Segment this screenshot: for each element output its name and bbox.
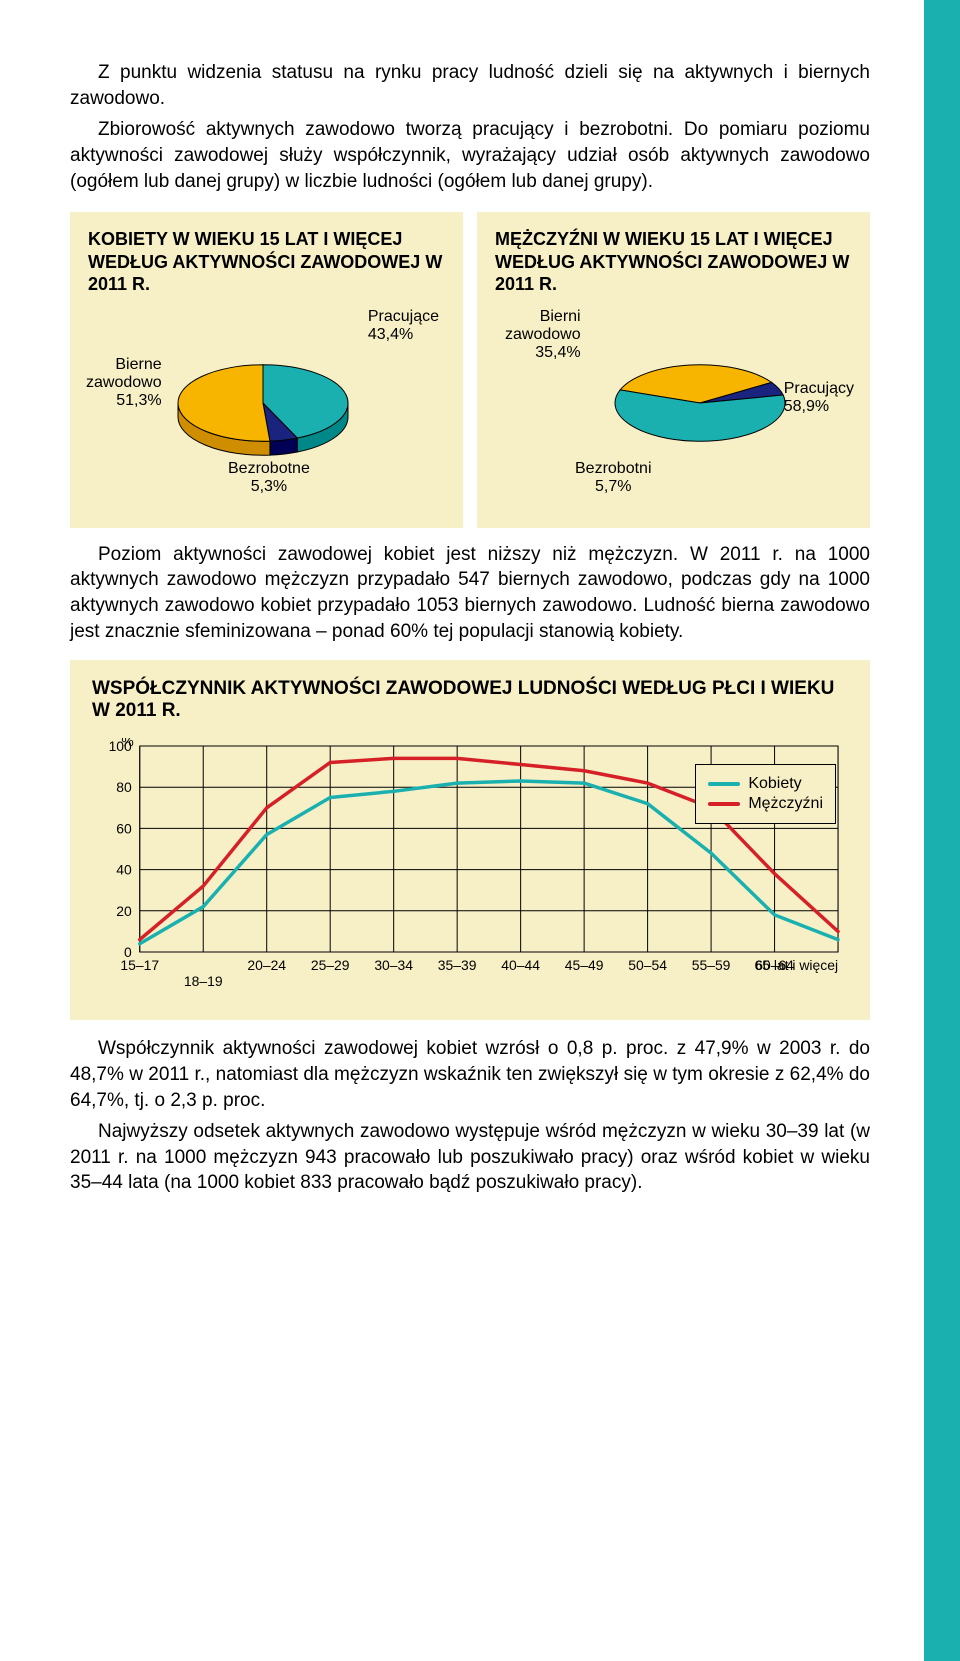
legend-swatch-kobiety xyxy=(708,782,740,786)
pie-slice-label: Pracujące43,4% xyxy=(368,308,439,345)
pie-slice-label: Biernizawodowo35,4% xyxy=(505,308,581,363)
svg-text:65 lat i więcej: 65 lat i więcej xyxy=(755,957,839,973)
svg-text:15–17: 15–17 xyxy=(120,957,159,973)
legend-swatch-mezczyzni xyxy=(708,802,740,806)
line-chart-title: WSPÓŁCZYNNIK AKTYWNOŚCI ZAWODOWEJ LUDNOŚ… xyxy=(92,678,848,722)
legend-row-kobiety: Kobiety xyxy=(708,775,823,793)
legend-label-kobiety: Kobiety xyxy=(748,775,801,793)
pie-women-chart: Pracujące43,4% Bezrobotne5,3% Biernezawodo… xyxy=(88,308,449,508)
svg-text:40: 40 xyxy=(116,862,132,878)
pie-men-title: MĘŻCZYŹNI W WIEKU 15 LAT I WIĘCEJ WEDŁUG… xyxy=(495,228,856,296)
pie-panel-women: KOBIETY W WIEKU 15 LAT I WIĘCEJ WEDŁUG A… xyxy=(70,212,463,528)
svg-text:45–49: 45–49 xyxy=(565,957,604,973)
svg-text:35–39: 35–39 xyxy=(438,957,477,973)
side-accent-bar xyxy=(924,0,960,1661)
svg-text:60: 60 xyxy=(116,821,132,837)
pie-slice-label: Bezrobotni5,7% xyxy=(575,460,652,497)
paragraph-4: Współczynnik aktywności zawodowej kobiet… xyxy=(70,1036,870,1113)
pie-slice-label: Pracujący58,9% xyxy=(784,380,854,417)
svg-text:55–59: 55–59 xyxy=(692,957,731,973)
pie-slice-label: Biernezawodowo51,3% xyxy=(86,356,162,411)
svg-text:80: 80 xyxy=(116,779,132,795)
svg-text:20–24: 20–24 xyxy=(247,957,286,973)
paragraph-1: Z punktu widzenia statusu na rynku pracy… xyxy=(70,60,870,111)
line-chart-panel: WSPÓŁCZYNNIK AKTYWNOŚCI ZAWODOWEJ LUDNOŚ… xyxy=(70,660,870,1020)
paragraph-2: Zbiorowość aktywnych zawodowo tworzą pra… xyxy=(70,117,870,194)
line-chart: 020406080100%15–1718–1920–2425–2930–3435… xyxy=(92,738,848,998)
pie-men-chart: Biernizawodowo35,4% Bezrobotni5,7% Pracują… xyxy=(495,308,856,508)
legend-label-mezczyzni: Mężczyźni xyxy=(748,795,823,813)
svg-text:25–29: 25–29 xyxy=(311,957,350,973)
pie-slice-label: Bezrobotne5,3% xyxy=(228,460,310,497)
paragraph-5: Najwyższy odsetek aktywnych zawodowo wys… xyxy=(70,1119,870,1196)
svg-text:50–54: 50–54 xyxy=(628,957,667,973)
svg-text:20: 20 xyxy=(116,903,132,919)
legend-box: Kobiety Mężczyźni xyxy=(695,764,836,824)
svg-text:%: % xyxy=(121,738,133,749)
legend-row-mezczyzni: Mężczyźni xyxy=(708,795,823,813)
pie-women-title: KOBIETY W WIEKU 15 LAT I WIĘCEJ WEDŁUG A… xyxy=(88,228,449,296)
document-page: Z punktu widzenia statusu na rynku pracy… xyxy=(0,0,920,1252)
pie-panels-row: KOBIETY W WIEKU 15 LAT I WIĘCEJ WEDŁUG A… xyxy=(70,212,870,528)
paragraph-3: Poziom aktywności zawodowej kobiet jest … xyxy=(70,542,870,645)
svg-text:30–34: 30–34 xyxy=(374,957,413,973)
pie-panel-men: MĘŻCZYŹNI W WIEKU 15 LAT I WIĘCEJ WEDŁUG… xyxy=(477,212,870,528)
svg-text:18–19: 18–19 xyxy=(184,973,223,989)
svg-text:40–44: 40–44 xyxy=(501,957,540,973)
